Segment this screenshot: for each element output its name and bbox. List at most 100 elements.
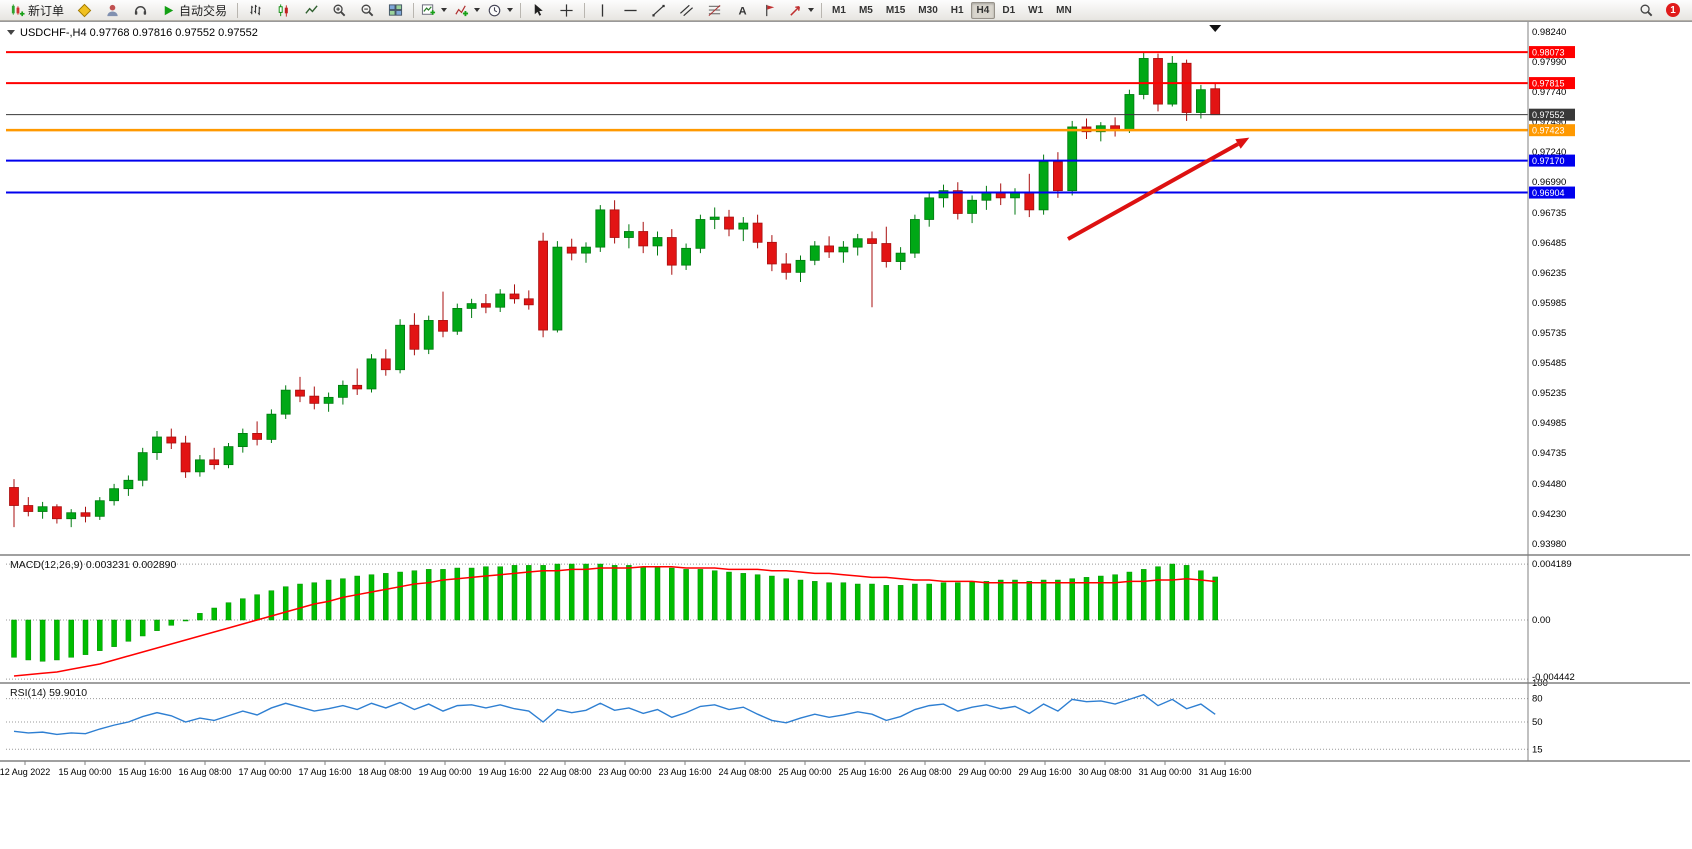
candle <box>1024 192 1035 211</box>
price-axis[interactable]: 0.98240 0.97990 0.97740 0.97490 0.97240 0.969… <box>1532 27 1566 550</box>
new-order-button[interactable]: 新订单 <box>4 0 70 20</box>
chart-bars-button[interactable] <box>242 0 269 20</box>
rsi-tick-label: 50 <box>1532 717 1543 728</box>
timeframe-button-w1[interactable]: W1 <box>1028 4 1044 16</box>
timeframe-button-m1[interactable]: M1 <box>832 4 846 16</box>
timeframe-button-mn[interactable]: MN <box>1056 4 1072 16</box>
chart-candles-button[interactable] <box>270 0 297 20</box>
market-watch-button[interactable] <box>71 0 98 20</box>
search-icon <box>1640 4 1653 16</box>
vertical-line-tool-button[interactable] <box>589 0 616 20</box>
zoom-out-button[interactable] <box>354 0 381 20</box>
bar-chart-icon <box>250 4 261 15</box>
toolbar: 新订单 自动交易 <box>0 0 1692 21</box>
notification-badge[interactable]: 1 <box>1666 3 1680 17</box>
crosshair-icon <box>560 3 573 17</box>
time-tick-label: 19 Aug 16:00 <box>478 767 531 777</box>
zoom-in-button[interactable] <box>326 0 353 20</box>
macd-tick-label: -0.004442 <box>1532 672 1575 683</box>
price-tick-label: 0.97490 <box>1532 117 1566 128</box>
price-tag-label: 0.96904 <box>1532 188 1565 198</box>
candle <box>1153 58 1163 105</box>
timeframe-button-d1[interactable]: D1 <box>1002 4 1016 16</box>
candle <box>109 488 119 502</box>
price-tick-label: 0.97240 <box>1532 147 1566 158</box>
candle <box>252 433 263 440</box>
time-tick-label: 31 Aug 16:00 <box>1198 767 1251 777</box>
market-watch-icon <box>77 3 92 17</box>
time-tick-label: 15 Aug 16:00 <box>118 767 171 777</box>
candle <box>9 487 19 506</box>
accounts-button[interactable] <box>99 0 126 20</box>
candle <box>852 238 863 248</box>
timeframe-button-m15[interactable]: M15 <box>885 4 906 16</box>
candle <box>695 219 706 249</box>
support-button[interactable] <box>127 0 154 20</box>
candle <box>323 396 334 404</box>
hline-level-0.96904[interactable]: 0.96904 <box>6 186 1575 199</box>
new-order-icon <box>11 3 25 16</box>
timeframe-button-m30[interactable]: M30 <box>918 4 938 16</box>
chevron-down-icon <box>808 8 815 12</box>
label-flag-icon <box>766 4 775 16</box>
time-tick-label: 22 Aug 08:00 <box>538 767 591 777</box>
chart-collapse-icon[interactable] <box>7 30 15 35</box>
candle <box>795 259 806 273</box>
macd-tick-label: 0.00 <box>1532 615 1551 626</box>
time-tick-label: 25 Aug 16:00 <box>838 767 891 777</box>
macd-label: MACD(12,26,9) 0.003231 0.002890 <box>10 559 177 571</box>
indicators-icon <box>455 5 469 16</box>
channel-tool-button[interactable] <box>673 0 700 20</box>
price-tag <box>1529 154 1575 167</box>
timeframe-button-h4[interactable]: H4 <box>970 1 996 19</box>
candle <box>838 246 849 253</box>
text-tool-button[interactable]: A <box>729 0 756 20</box>
candle <box>94 500 105 517</box>
candle <box>152 436 162 454</box>
candle <box>366 358 377 390</box>
horizontal-line-icon <box>624 9 637 11</box>
time-tick-label: 31 Aug 00:00 <box>1138 767 1191 777</box>
candle <box>767 241 777 265</box>
hline-level-0.97423[interactable]: 0.97423 <box>6 124 1575 137</box>
label-tool-button[interactable] <box>757 0 784 20</box>
profiles-button[interactable] <box>484 0 516 20</box>
candle <box>552 246 563 331</box>
candle <box>824 245 834 253</box>
fibonacci-tool-button[interactable] <box>701 0 728 20</box>
chart-canvas[interactable]: USDCHF-,H4 0.97768 0.97816 0.97552 0.975… <box>0 22 1692 844</box>
timeframe-button-m5[interactable]: M5 <box>858 4 873 16</box>
hline-level-0.98073[interactable]: 0.98073 <box>6 46 1575 59</box>
toolbar-separator <box>584 2 586 18</box>
hline-level-0.97170[interactable]: 0.97170 <box>6 154 1575 167</box>
price-tick-label: 0.96235 <box>1532 268 1566 279</box>
chart-line-button[interactable] <box>298 0 325 20</box>
time-axis[interactable]: 12 Aug 2022 15 Aug 00:00 15 Aug 16:00 16 Au… <box>0 761 1252 777</box>
cursor-button[interactable] <box>525 0 552 20</box>
timeframe-button-h1[interactable]: H1 <box>950 4 964 16</box>
price-tag <box>1529 108 1575 121</box>
trendline-tool-button[interactable] <box>645 0 672 20</box>
candle <box>1196 89 1206 113</box>
price-tick-label: 0.97990 <box>1532 57 1566 68</box>
candle <box>438 320 448 332</box>
candle <box>194 459 205 473</box>
bid-price-line[interactable]: 0.97552 <box>6 108 1575 121</box>
autotrade-button[interactable]: 自动交易 <box>155 0 233 20</box>
trend-arrow-annotation[interactable] <box>1067 137 1250 241</box>
new-chart-button[interactable] <box>418 0 450 20</box>
cursor-icon <box>534 3 543 16</box>
indicators-button[interactable] <box>451 0 483 20</box>
hline-level-0.97815[interactable]: 0.97815 <box>6 77 1575 90</box>
horizontal-line-tool-button[interactable] <box>617 0 644 20</box>
time-tick-label: 30 Aug 08:00 <box>1078 767 1131 777</box>
candle <box>495 293 506 308</box>
main-chart-panel: USDCHF-,H4 0.97768 0.97816 0.97552 0.975… <box>7 25 1222 528</box>
search-button[interactable] <box>1633 0 1660 20</box>
macd-tick-label: 0.004189 <box>1532 559 1572 570</box>
price-tick-label: 0.96485 <box>1532 238 1566 249</box>
tile-windows-button[interactable] <box>382 0 409 20</box>
shapes-tool-button[interactable] <box>785 0 817 20</box>
crosshair-button[interactable] <box>553 0 580 20</box>
